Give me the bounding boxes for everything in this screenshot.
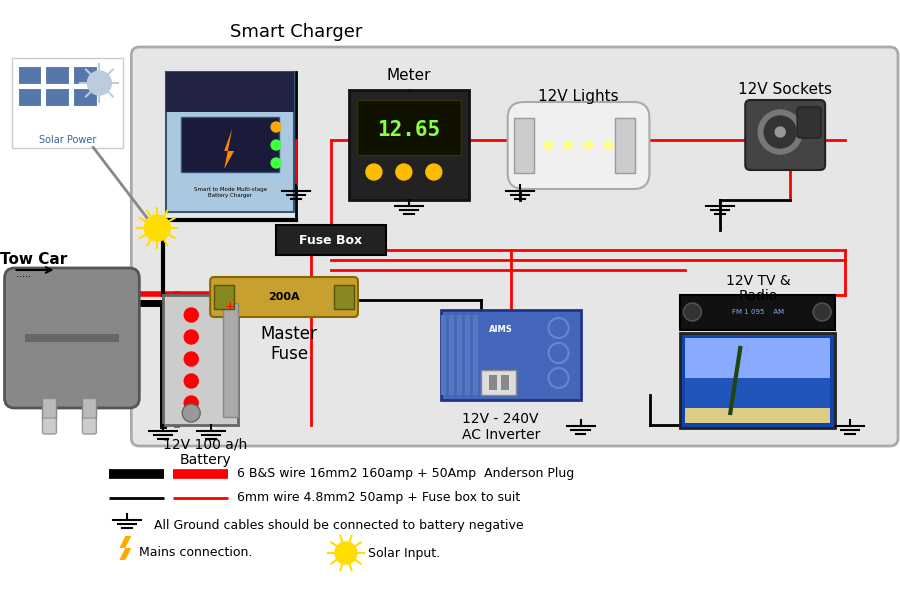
- Text: Meter: Meter: [387, 69, 431, 84]
- Bar: [481, 370, 516, 395]
- Bar: [83, 398, 96, 420]
- Bar: [12, 58, 123, 148]
- Text: 12V Sockets: 12V Sockets: [738, 82, 833, 98]
- Bar: [276, 225, 386, 255]
- Bar: [449, 315, 454, 395]
- Bar: [42, 398, 57, 420]
- FancyBboxPatch shape: [4, 268, 140, 408]
- Circle shape: [182, 404, 200, 422]
- FancyBboxPatch shape: [745, 100, 825, 170]
- Text: 12V - 240V: 12V - 240V: [463, 412, 539, 426]
- Bar: [166, 72, 294, 212]
- Bar: [181, 117, 279, 172]
- Bar: [457, 315, 462, 395]
- FancyBboxPatch shape: [42, 418, 57, 434]
- Circle shape: [184, 396, 198, 410]
- Text: Battery: Battery: [179, 453, 231, 467]
- Circle shape: [184, 308, 198, 322]
- Text: 200A: 200A: [268, 292, 300, 302]
- Circle shape: [764, 116, 796, 148]
- Bar: [686, 408, 830, 423]
- FancyBboxPatch shape: [211, 277, 358, 317]
- Circle shape: [605, 141, 613, 149]
- Bar: [74, 88, 97, 106]
- Bar: [17, 66, 41, 84]
- Circle shape: [564, 141, 572, 149]
- Circle shape: [184, 352, 198, 366]
- Bar: [616, 118, 635, 173]
- Bar: [46, 88, 69, 106]
- Bar: [472, 315, 478, 395]
- Text: Master: Master: [261, 325, 318, 343]
- Bar: [223, 303, 238, 417]
- Bar: [46, 66, 69, 84]
- Bar: [500, 375, 508, 390]
- Text: +: +: [225, 300, 236, 314]
- Text: 6mm wire 4.8mm2 50amp + Fuse box to suit: 6mm wire 4.8mm2 50amp + Fuse box to suit: [237, 491, 520, 504]
- Circle shape: [271, 122, 281, 132]
- Bar: [357, 100, 461, 155]
- Bar: [166, 72, 294, 112]
- Circle shape: [758, 110, 802, 154]
- Circle shape: [271, 140, 281, 150]
- Text: 12.65: 12.65: [377, 120, 440, 140]
- Text: Smart Charger: Smart Charger: [230, 23, 362, 41]
- Text: Solar Input.: Solar Input.: [368, 547, 440, 559]
- Text: Fuse: Fuse: [270, 345, 308, 363]
- Text: All Ground cables should be connected to battery negative: All Ground cables should be connected to…: [154, 520, 524, 533]
- Bar: [686, 338, 830, 423]
- Bar: [514, 118, 534, 173]
- Circle shape: [184, 374, 198, 388]
- Circle shape: [396, 164, 412, 180]
- FancyBboxPatch shape: [797, 107, 821, 138]
- FancyBboxPatch shape: [508, 102, 650, 189]
- Bar: [163, 295, 239, 425]
- Bar: [334, 285, 354, 309]
- FancyBboxPatch shape: [83, 418, 96, 434]
- Bar: [464, 315, 470, 395]
- Text: 12V TV &: 12V TV &: [726, 274, 790, 288]
- Polygon shape: [120, 536, 131, 560]
- FancyBboxPatch shape: [131, 47, 898, 446]
- Circle shape: [87, 71, 112, 95]
- Text: 12V Lights: 12V Lights: [538, 90, 619, 105]
- Text: Fuse Box: Fuse Box: [300, 234, 363, 246]
- Circle shape: [426, 164, 442, 180]
- Text: Radio: Radio: [739, 289, 778, 303]
- Bar: [441, 315, 446, 395]
- Circle shape: [335, 542, 357, 564]
- Bar: [686, 338, 830, 378]
- Text: 6 B&S wire 16mm2 160amp + 50Amp  Anderson Plug: 6 B&S wire 16mm2 160amp + 50Amp Anderson…: [237, 468, 574, 480]
- Text: Solar Power: Solar Power: [39, 135, 96, 145]
- Circle shape: [544, 141, 553, 149]
- Circle shape: [366, 164, 382, 180]
- Text: Tow Car: Tow Car: [0, 252, 67, 267]
- Polygon shape: [224, 129, 234, 169]
- Bar: [214, 285, 234, 309]
- Text: .....: .....: [15, 269, 31, 279]
- Text: Smart to Mode Multi-stage
Battery Charger: Smart to Mode Multi-stage Battery Charge…: [194, 187, 266, 198]
- Circle shape: [184, 330, 198, 344]
- Text: AIMS: AIMS: [489, 326, 513, 335]
- Circle shape: [271, 158, 281, 168]
- Text: Mains connection.: Mains connection.: [140, 547, 253, 559]
- Text: 12V 100 a/h: 12V 100 a/h: [163, 437, 248, 451]
- Bar: [74, 66, 97, 84]
- Circle shape: [584, 141, 592, 149]
- Bar: [24, 334, 120, 342]
- Bar: [349, 90, 469, 200]
- Bar: [489, 375, 497, 390]
- Circle shape: [775, 127, 785, 137]
- Text: AC Inverter: AC Inverter: [462, 428, 540, 442]
- Circle shape: [144, 215, 170, 241]
- Bar: [17, 88, 41, 106]
- Text: FM 1 095    AM: FM 1 095 AM: [733, 309, 784, 315]
- Bar: [680, 333, 835, 428]
- Circle shape: [813, 303, 831, 321]
- Bar: [680, 295, 835, 330]
- Circle shape: [683, 303, 701, 321]
- Bar: [441, 310, 580, 400]
